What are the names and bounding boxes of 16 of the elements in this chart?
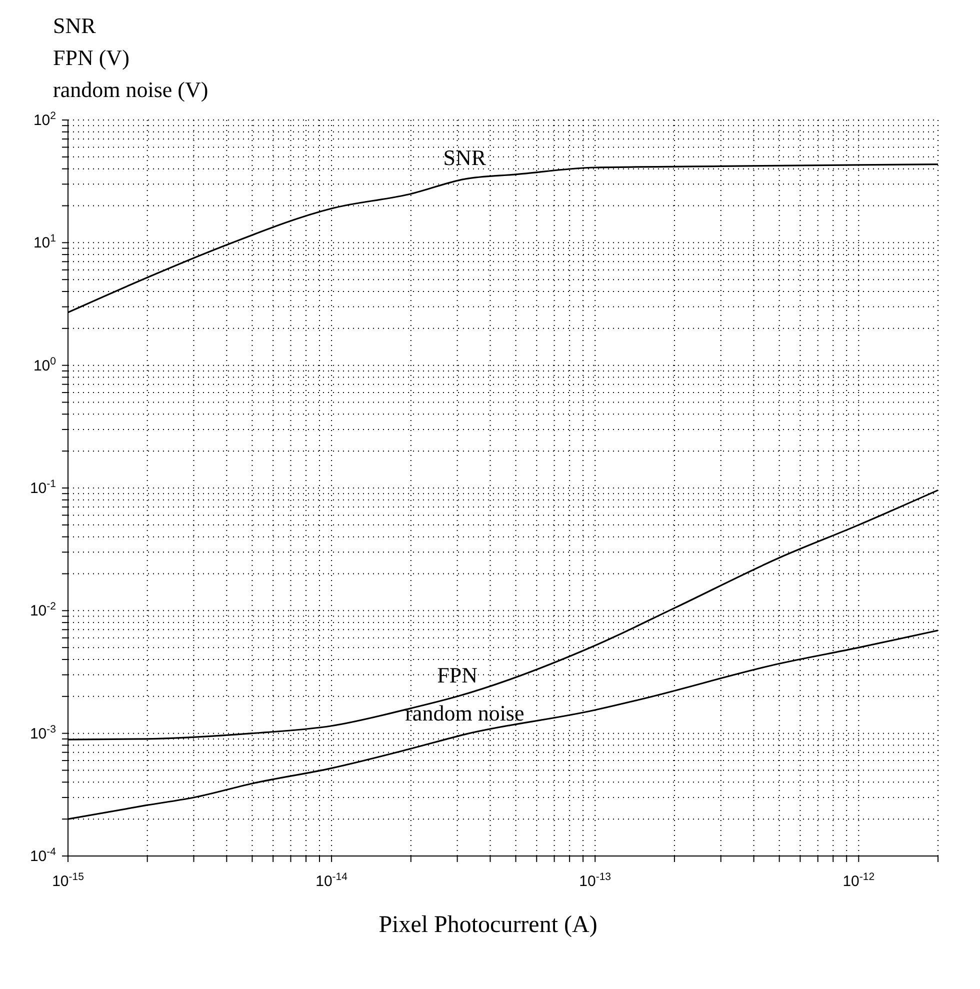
y-tick-label: 10$^{-4}$ bbox=[30, 846, 56, 865]
y-tick-label: 10$^{-1}$ bbox=[30, 478, 56, 497]
x-tick-label: 10$^{-13}$ bbox=[579, 871, 612, 890]
series-label: random noise bbox=[405, 700, 524, 726]
x-tick-label: 10$^{-12}$ bbox=[842, 871, 875, 890]
y-tick-label: 10$^{-3}$ bbox=[30, 723, 56, 742]
series-label: FPN bbox=[437, 662, 478, 688]
y-tick-label: 10$^{-2}$ bbox=[30, 600, 56, 620]
x-axis-title: Pixel Photocurrent (A) bbox=[378, 912, 598, 939]
x-tick-label: 10$^{-15}$ bbox=[52, 871, 84, 890]
y-tick-label: 10$^{0}$ bbox=[33, 355, 56, 374]
y-axis-title: SNR FPN (V) random noise (V) bbox=[53, 12, 210, 104]
y-tick-label: 10$^{1}$ bbox=[33, 232, 56, 252]
y-tick-label: 10$^{2}$ bbox=[33, 110, 56, 129]
x-tick-label: 10$^{-14}$ bbox=[316, 871, 348, 890]
series-label: SNR bbox=[443, 145, 486, 170]
